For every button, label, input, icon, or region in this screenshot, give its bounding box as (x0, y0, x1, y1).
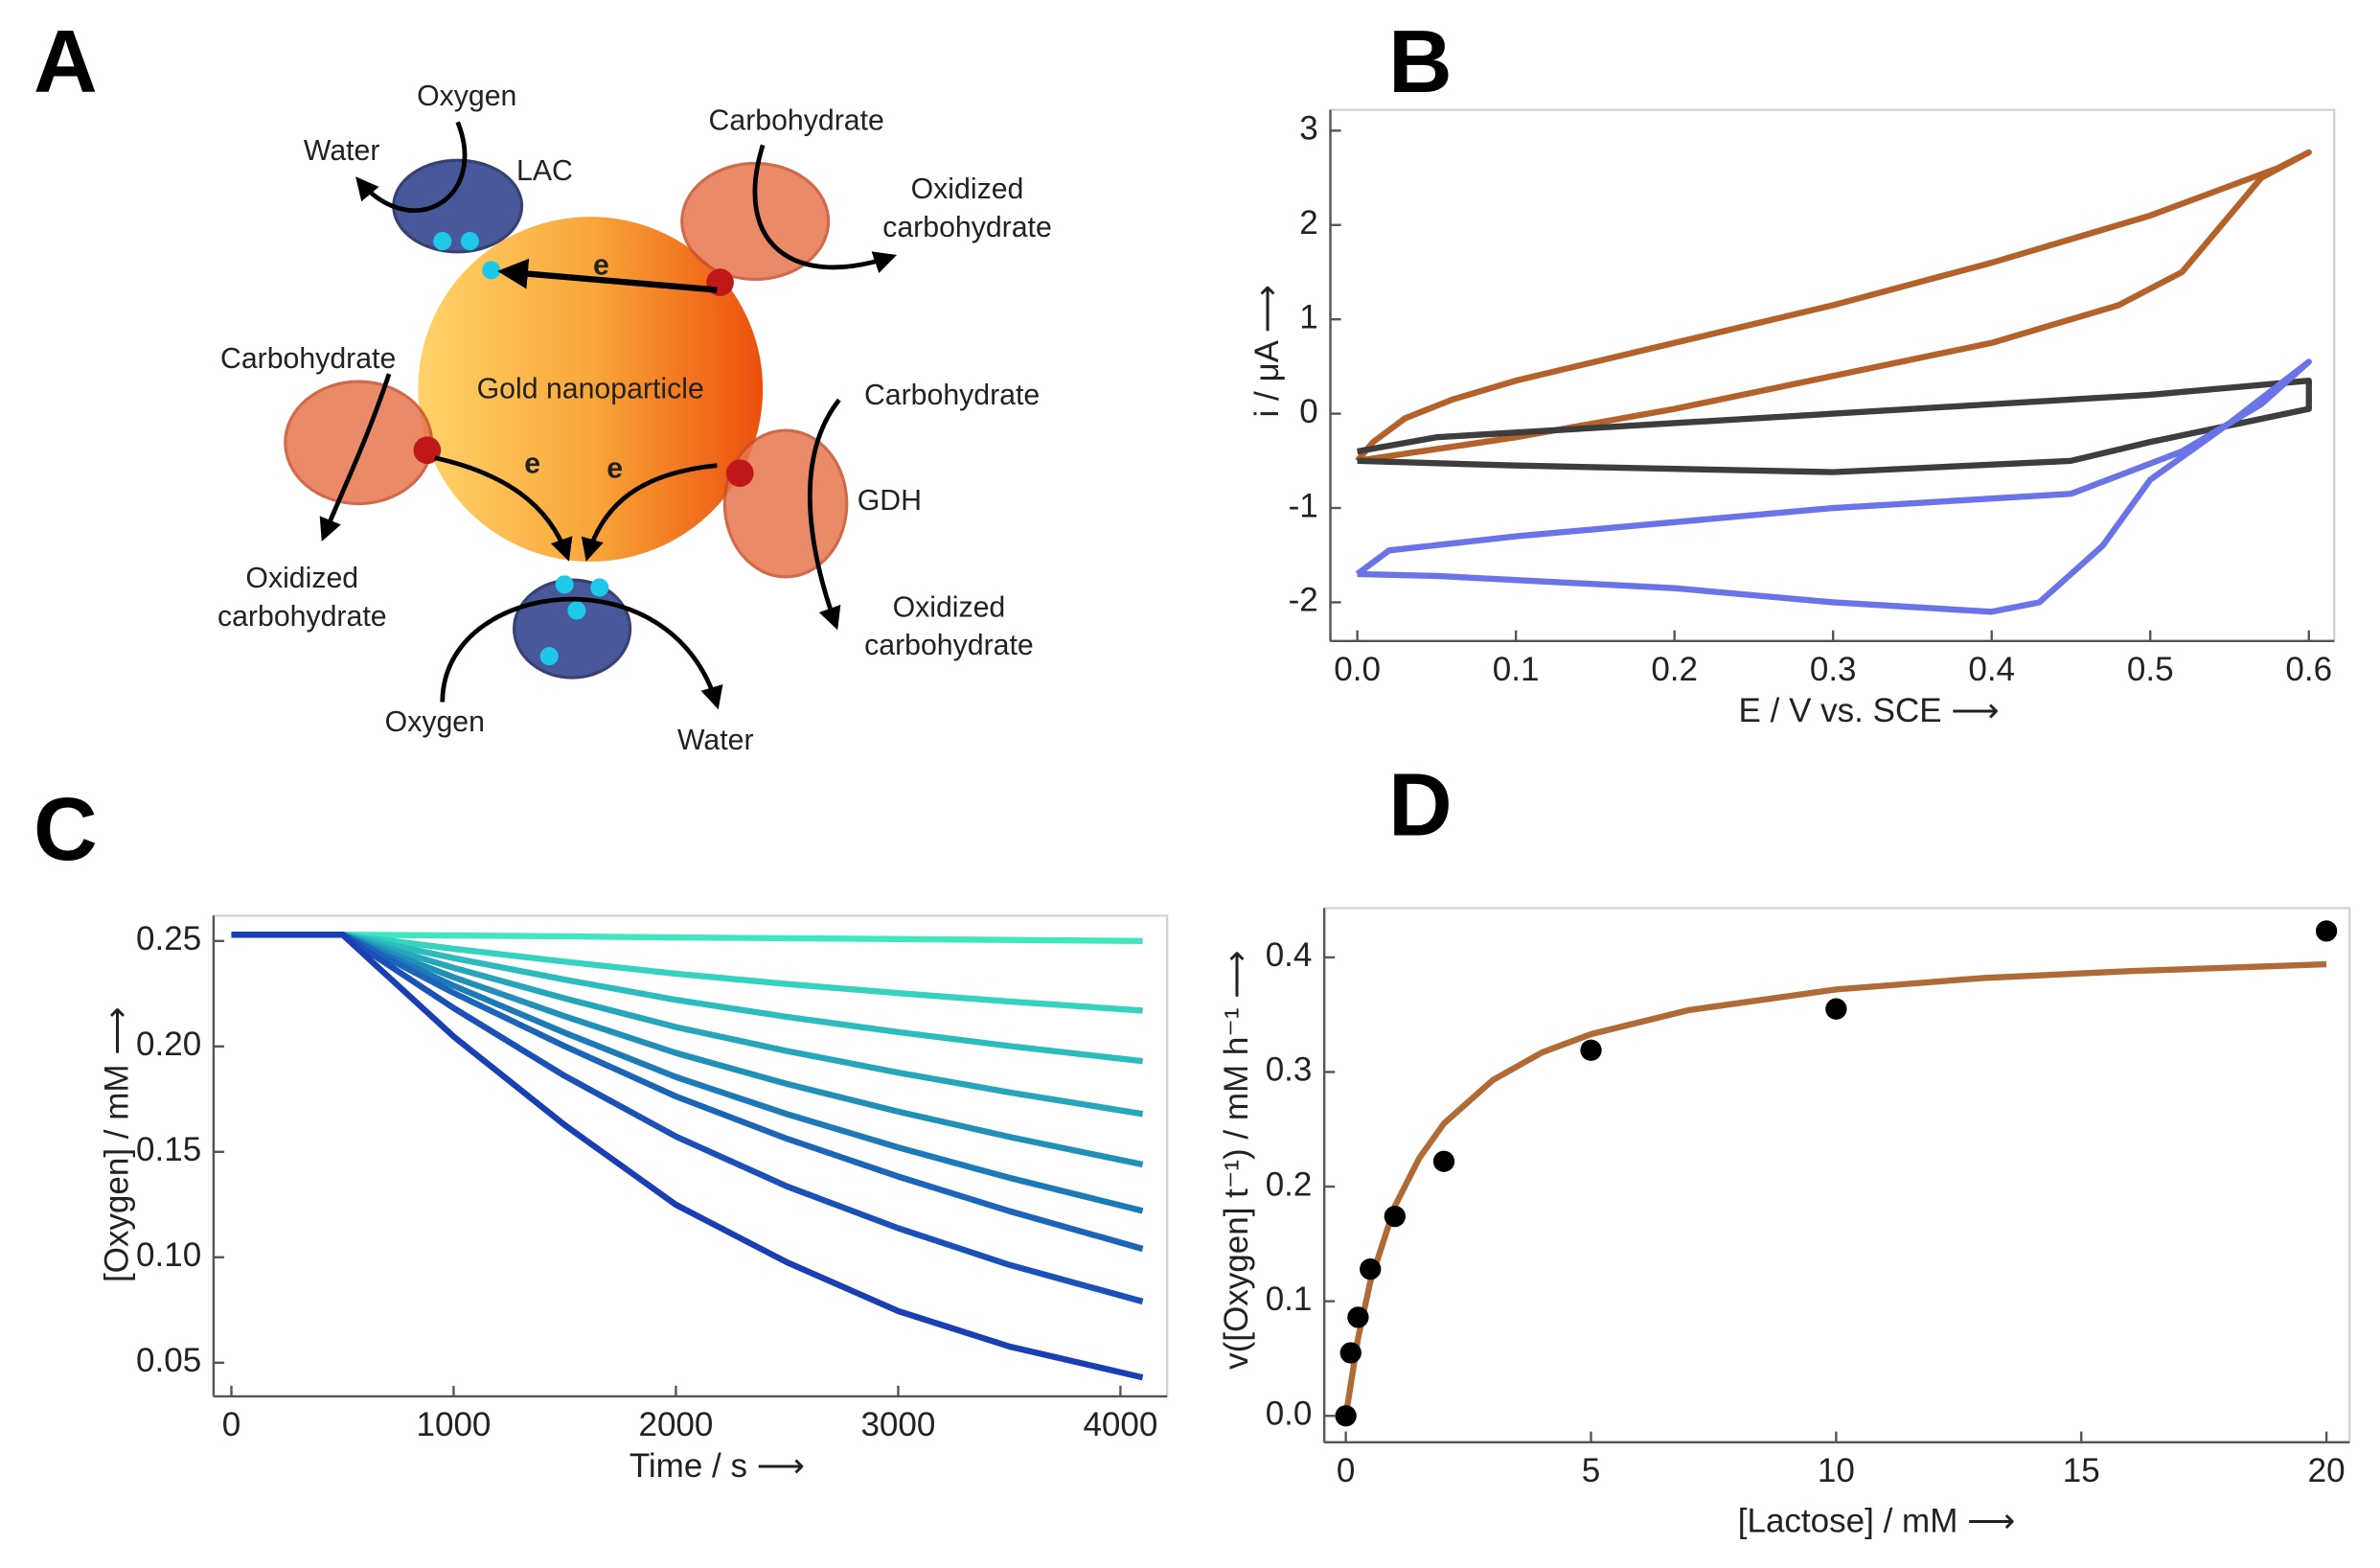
diagram-label: Oxygen (417, 81, 516, 112)
diagram-label: Oxidized (911, 173, 1024, 205)
y-tick-label: 3 (1299, 110, 1317, 148)
panel-letter: D (1388, 755, 1453, 855)
x-tick-label: 15 (2063, 1452, 2100, 1489)
data-line (231, 932, 1143, 1065)
y-tick-label: 0.05 (136, 1342, 201, 1379)
y-axis-label: i / μA ⟶ (1248, 285, 1286, 417)
x-tick-label: 5 (1582, 1452, 1600, 1489)
nanoparticle (418, 217, 764, 563)
data-line (1355, 358, 2312, 615)
chart: 0.0 0.1 0.2 0.3 0.4 0.5 0.6 -2 -1 0 1 2 3 E / V vs. S… (1248, 108, 2336, 729)
y-tick-label: -2 (1289, 582, 1318, 619)
diagram-label: Water (304, 135, 380, 167)
x-tick-label: 3000 (860, 1406, 935, 1443)
x-tick-label: 4000 (1083, 1406, 1157, 1443)
data-point (1825, 998, 1847, 1020)
panel-letter: A (34, 12, 98, 111)
x-tick-label: 0.4 (1968, 651, 2015, 688)
y-tick-label: 0 (1299, 393, 1317, 430)
data-point (1432, 1150, 1455, 1172)
data-point (1384, 1206, 1406, 1228)
x-axis-label: [Lactose] / mM ⟶ (1738, 1502, 2016, 1539)
x-tick-label: 0.1 (1493, 651, 1540, 688)
diagram (284, 121, 898, 710)
data-line (1355, 149, 2312, 464)
gdh-enzymes (284, 161, 849, 579)
diagram-label: Oxygen (385, 706, 485, 738)
data-point (1360, 1258, 1382, 1280)
y-tick-label: 0.4 (1266, 936, 1313, 974)
data-line (231, 932, 1144, 1305)
x-tick-label: 10 (1818, 1452, 1855, 1489)
x-tick-label: 0.0 (1334, 651, 1381, 688)
data-line (231, 932, 1143, 945)
data-point (1580, 1039, 1602, 1061)
copper-sites (433, 232, 609, 666)
y-tick-label: 0.3 (1266, 1051, 1313, 1089)
panel-letter: C (34, 779, 98, 879)
arrows (319, 121, 898, 710)
diagram-label: Oxidized (245, 563, 358, 594)
data-point (1347, 1306, 1369, 1328)
fit-line (1342, 960, 2327, 1417)
data-line (1357, 377, 2312, 475)
chart: 0 5 10 15 20 0.0 0.1 0.2 0.3 0.4 [Lactose] / mM ⟶ v… (1218, 907, 2351, 1539)
panel-letter: B (1388, 12, 1453, 111)
x-tick-label: 0.2 (1651, 651, 1698, 688)
data-point (1339, 1342, 1362, 1364)
diagram-label: carbohydrate (864, 630, 1034, 661)
y-tick-label: -1 (1289, 487, 1318, 524)
diagram-label: e (524, 449, 540, 480)
x-tick-label: 0 (1337, 1452, 1355, 1489)
data-point (2315, 920, 2338, 942)
x-tick-label: 20 (2308, 1452, 2346, 1489)
x-tick-label: 1000 (417, 1406, 492, 1443)
y-tick-label: 1 (1299, 298, 1317, 335)
plot-frame (212, 914, 1169, 1398)
diagram-label: Oxidized (893, 591, 1006, 623)
x-tick-label: 0.3 (1810, 651, 1857, 688)
y-tick-label: 0.15 (136, 1131, 201, 1168)
diagram-label: e (606, 452, 623, 484)
y-tick-label: 0.20 (136, 1026, 201, 1063)
diagram-label: GDH (858, 485, 922, 517)
diagram-label: LAC (516, 155, 573, 187)
data-line (231, 932, 1144, 1168)
diagram-label: Carbohydrate (709, 104, 884, 136)
diagram-label: Gold nanoparticle (477, 374, 704, 405)
diagram-label: e (593, 250, 609, 282)
data-line (231, 932, 1144, 1253)
y-tick-label: 0.25 (136, 920, 201, 957)
diagram-label: carbohydrate (217, 601, 387, 633)
x-axis-label: E / V vs. SCE ⟶ (1739, 692, 2000, 729)
y-tick-label: 0.2 (1266, 1165, 1313, 1203)
x-tick-label: 2000 (638, 1406, 713, 1443)
diagram-label: Water (677, 725, 754, 756)
data-line (231, 932, 1144, 1381)
y-axis-label: [Oxygen] / mM ⟶ (98, 1006, 135, 1282)
y-tick-label: 0.0 (1266, 1395, 1313, 1433)
y-tick-label: 0.10 (136, 1236, 201, 1274)
x-axis-label: Time / s ⟶ (629, 1447, 805, 1485)
hemes (413, 268, 754, 487)
diagram-label: carbohydrate (882, 212, 1052, 243)
y-tick-label: 0.1 (1266, 1280, 1313, 1318)
x-tick-label: 0 (222, 1406, 240, 1443)
chart: 0 1000 2000 3000 4000 0.05 0.10 0.15 0.20 0.25 Tim… (98, 914, 1169, 1485)
x-tick-label: 0.5 (2127, 651, 2174, 688)
y-axis-label: v([Oxygen] t⁻¹) / mM h⁻¹ ⟶ (1218, 951, 1255, 1370)
data-point (1335, 1405, 1357, 1427)
y-tick-label: 2 (1299, 204, 1317, 242)
diagram-label: Carbohydrate (220, 343, 396, 375)
x-tick-label: 0.6 (2285, 651, 2332, 688)
diagram-label: Carbohydrate (864, 380, 1040, 411)
